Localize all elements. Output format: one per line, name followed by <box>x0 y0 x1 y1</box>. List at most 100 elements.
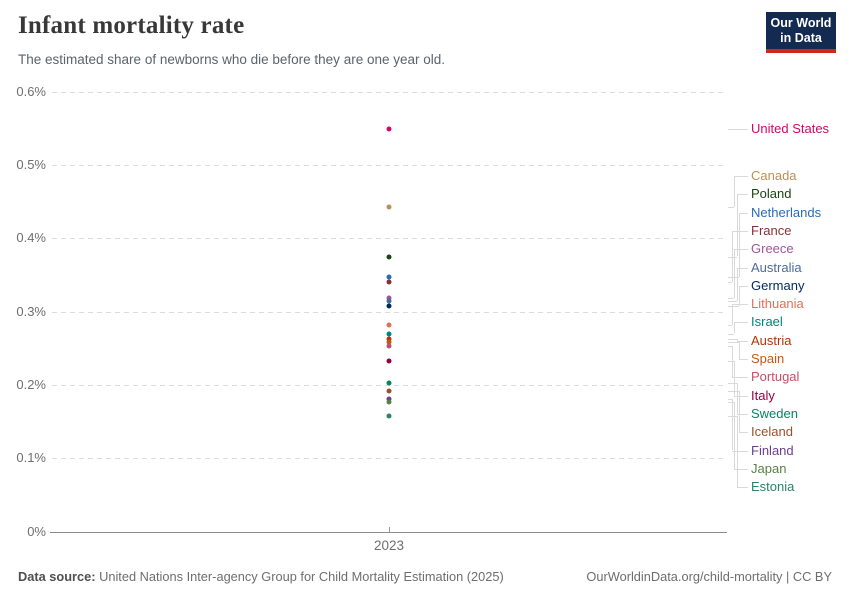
x-axis-tick-label: 2023 <box>373 538 405 553</box>
legend-connector <box>736 413 748 415</box>
data-point[interactable] <box>386 388 392 394</box>
legend-connector <box>739 342 740 359</box>
data-point[interactable] <box>386 295 392 301</box>
legend-connector <box>731 129 748 130</box>
legend-connector <box>736 194 748 196</box>
legend-label[interactable]: Iceland <box>751 424 793 440</box>
data-point[interactable] <box>386 343 392 349</box>
legend-label[interactable]: Austria <box>751 332 792 348</box>
legend-label[interactable]: United States <box>751 121 830 136</box>
owid-logo-red-bar <box>766 49 836 53</box>
legend-connector <box>727 383 737 385</box>
legend-label[interactable]: France <box>751 222 792 238</box>
legend-label[interactable]: Portugal <box>751 369 800 385</box>
legend-connector <box>731 398 733 451</box>
legend-connector <box>727 342 739 344</box>
legend-connector <box>734 468 748 470</box>
data-point[interactable] <box>386 399 392 405</box>
legend-connector <box>727 345 732 347</box>
legend-connector <box>727 128 732 130</box>
legend-label[interactable]: Finland <box>751 442 794 458</box>
legend-connector <box>727 333 734 335</box>
legend-connector <box>727 398 732 400</box>
data-source-label: Data source: <box>18 569 96 584</box>
legend-connector <box>731 377 748 379</box>
legend-connector <box>734 249 735 298</box>
legend-label[interactable]: Australia <box>751 259 802 275</box>
legend-label[interactable]: Greece <box>751 241 794 257</box>
data-point[interactable] <box>386 336 392 342</box>
legend-connector <box>739 212 748 214</box>
legend-label[interactable]: Sweden <box>751 405 798 421</box>
data-point[interactable] <box>386 204 392 210</box>
credit-link[interactable]: OurWorldinData.org/child-mortality | CC … <box>586 569 832 584</box>
legend-label[interactable]: Japan <box>751 460 787 476</box>
legend-connector <box>734 322 735 334</box>
legend-connector <box>736 267 748 269</box>
legend-connector <box>736 340 748 342</box>
legend-connector <box>739 359 748 360</box>
legend-label[interactable]: Lithuania <box>751 296 804 312</box>
gridline <box>52 238 727 240</box>
data-source-text: United Nations Inter-agency Group for Ch… <box>95 569 504 584</box>
legend-connector <box>734 249 748 251</box>
legend-connector <box>731 304 733 325</box>
legend-label[interactable]: Israel <box>751 314 783 330</box>
legend-connector <box>727 339 737 341</box>
data-point[interactable] <box>386 339 392 345</box>
data-point[interactable] <box>386 303 392 309</box>
gridline <box>52 91 727 93</box>
data-point[interactable] <box>386 358 392 364</box>
data-point[interactable] <box>386 322 392 328</box>
legend-connector <box>734 176 748 177</box>
data-point[interactable] <box>386 126 392 132</box>
legend-label[interactable]: Spain <box>751 351 785 366</box>
legend-connector <box>731 230 733 283</box>
legend-connector <box>727 306 739 308</box>
legend-connector <box>731 304 748 306</box>
legend-connector <box>731 450 748 452</box>
legend-connector <box>727 324 732 326</box>
legend-connector <box>727 282 732 284</box>
gridline <box>52 311 727 313</box>
legend-connector <box>727 277 739 279</box>
data-point[interactable] <box>386 274 392 280</box>
legend-connector <box>727 301 737 303</box>
legend-label[interactable]: Netherlands <box>751 204 822 220</box>
y-axis-tick-label: 0.1% <box>16 450 46 466</box>
legend-label[interactable]: Canada <box>751 168 797 183</box>
legend-connector <box>734 402 735 469</box>
legend-label[interactable]: Poland <box>751 186 792 202</box>
data-point[interactable] <box>386 380 392 386</box>
y-axis-tick-label: 0% <box>27 523 46 539</box>
legend-connector <box>734 361 735 396</box>
data-point[interactable] <box>386 413 392 419</box>
owid-logo[interactable]: Our World in Data <box>766 12 836 53</box>
legend-connector <box>736 267 738 302</box>
gridline <box>52 458 727 460</box>
legend-connector <box>727 297 734 299</box>
chart-subtitle: The estimated share of newborns who die … <box>18 52 446 67</box>
data-point[interactable] <box>386 254 392 259</box>
data-point[interactable] <box>386 298 392 304</box>
data-point[interactable] <box>386 331 392 336</box>
y-axis-tick-label: 0.6% <box>16 83 46 99</box>
data-point[interactable] <box>386 396 392 402</box>
legend-connector <box>739 391 740 433</box>
owid-logo-text: Our World in Data <box>766 12 836 49</box>
legend-label[interactable]: Germany <box>751 277 805 293</box>
data-source-note: Data source: United Nations Inter-agency… <box>18 569 504 584</box>
legend-label[interactable]: Italy <box>751 387 775 403</box>
x-axis-tick <box>388 526 390 533</box>
legend-connector <box>736 487 748 489</box>
y-axis-tick-label: 0.4% <box>16 230 46 246</box>
legend-label[interactable]: Estonia <box>751 479 795 495</box>
legend-connector <box>727 391 739 393</box>
data-point[interactable] <box>386 279 392 285</box>
legend-connector <box>736 194 738 257</box>
legend-connector <box>734 395 748 397</box>
legend-connector <box>739 285 740 307</box>
legend-connector <box>734 322 748 324</box>
